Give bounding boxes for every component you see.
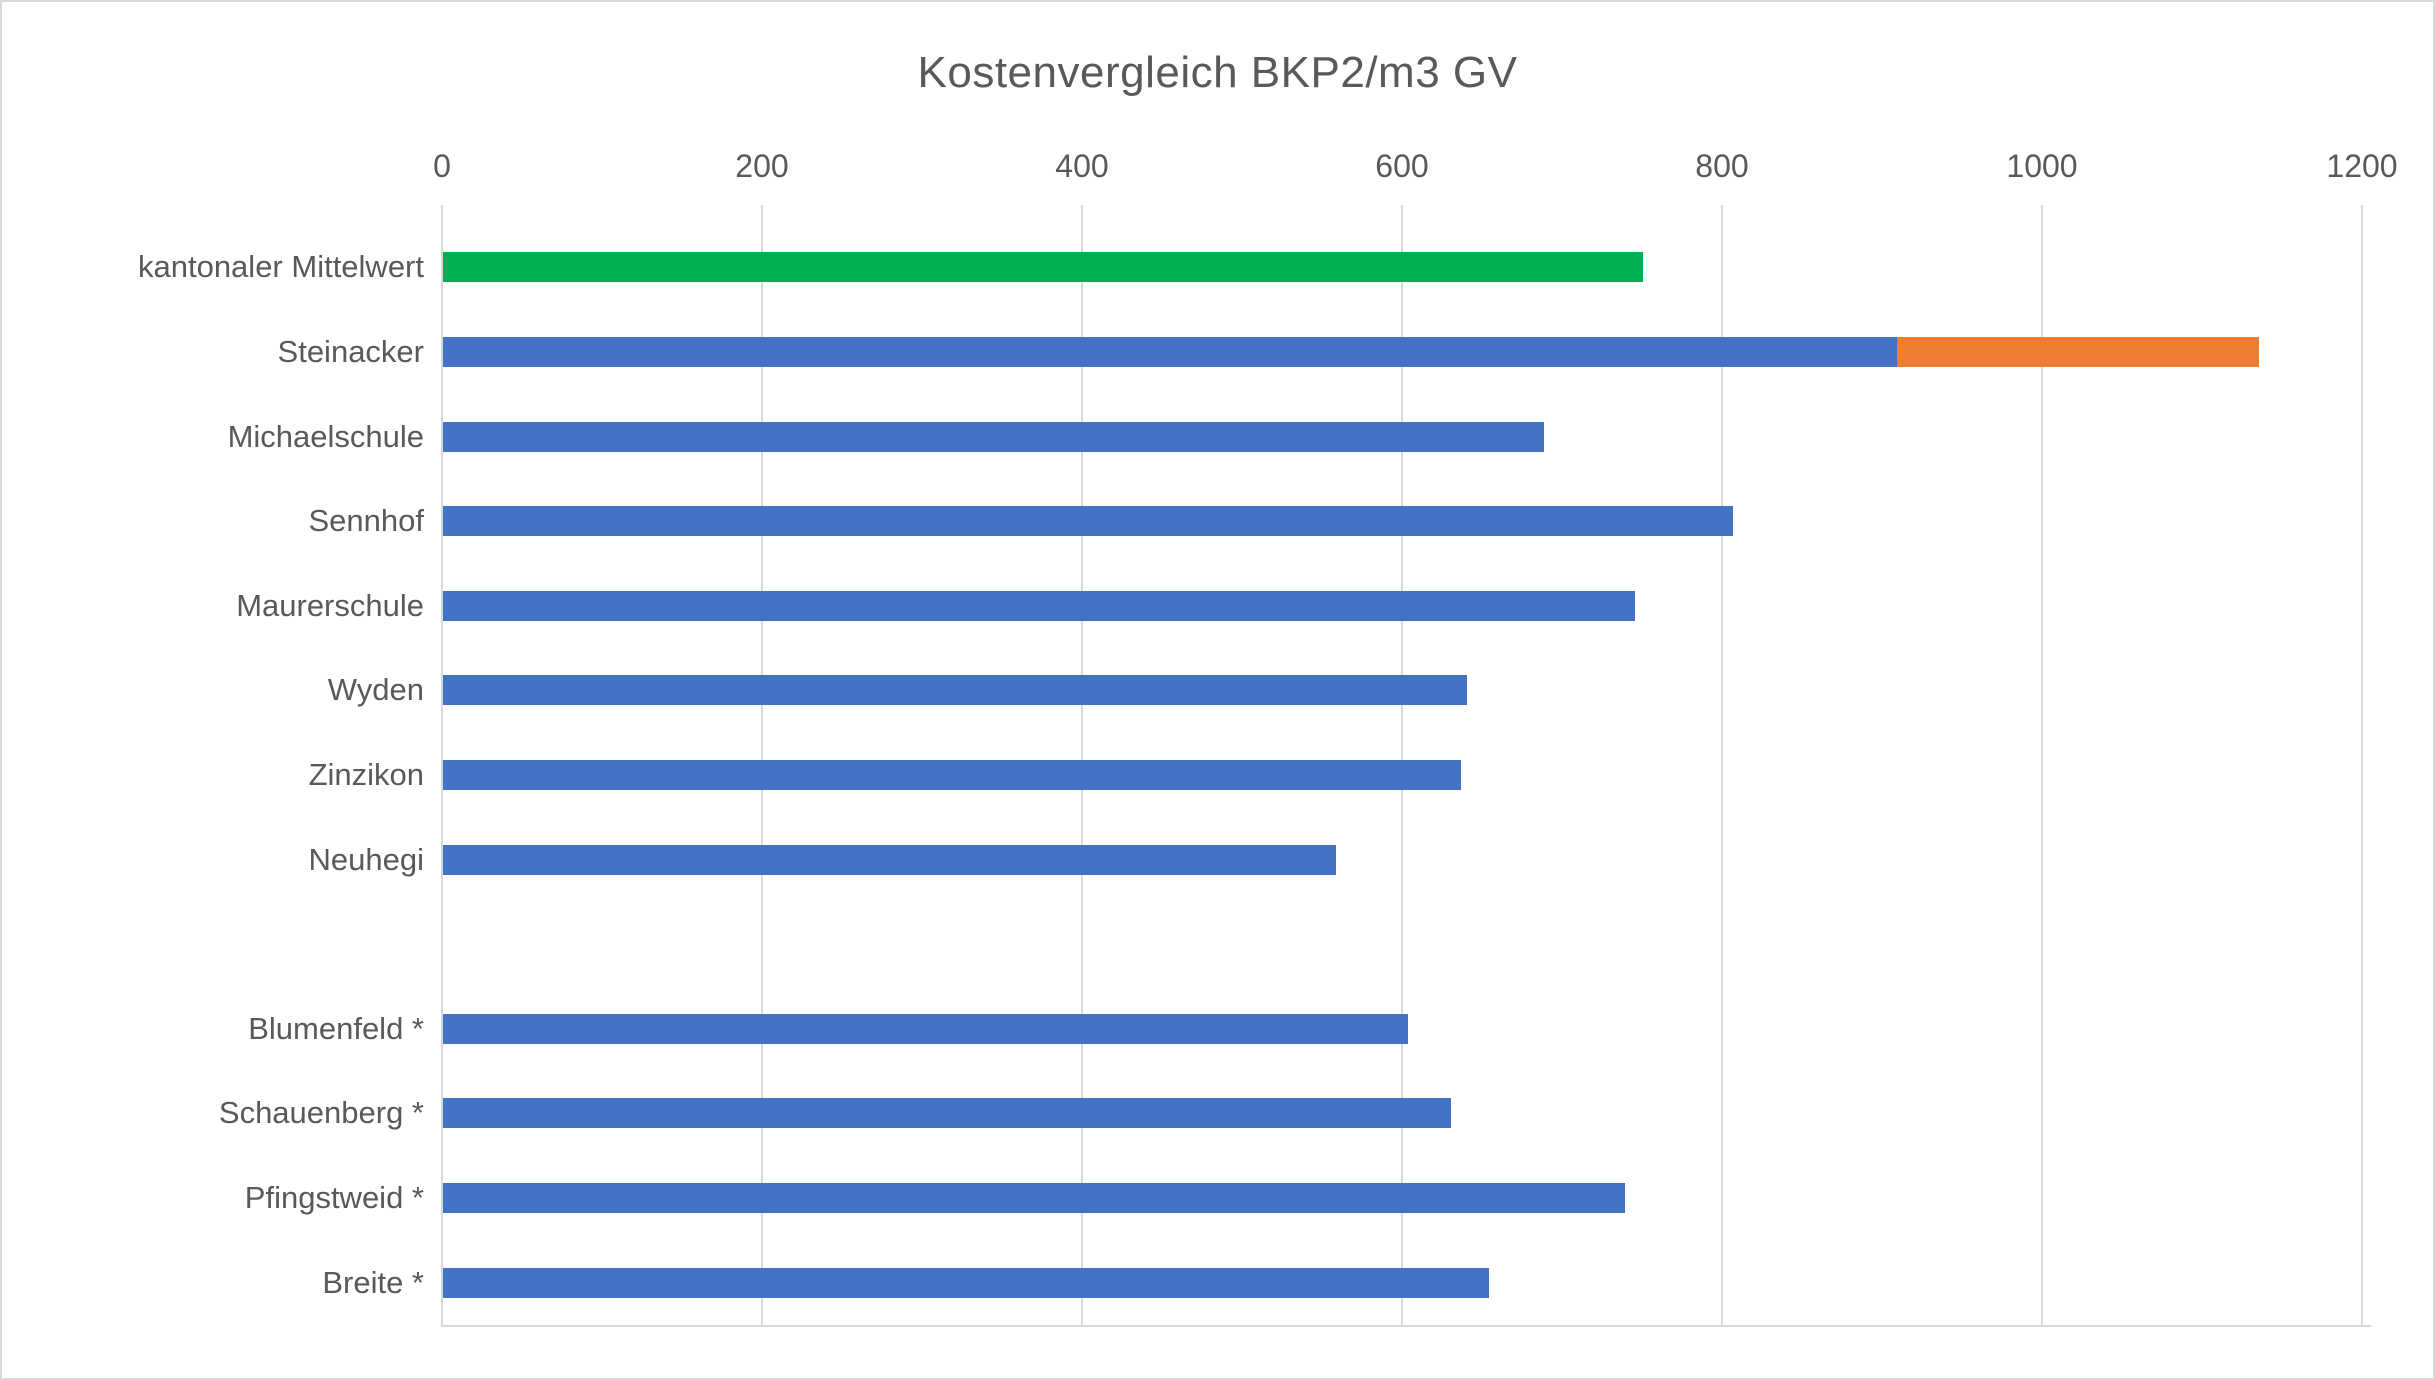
bar-segment: [443, 675, 1467, 706]
bar-segment: [443, 1267, 1490, 1298]
bar-segment: [443, 1013, 1408, 1044]
category-label: Maurerschule: [236, 587, 424, 623]
bar-segment: [443, 760, 1461, 790]
gridline: [2041, 205, 2043, 1325]
gridline: [441, 205, 443, 1325]
category-label: Sennhof: [308, 503, 425, 539]
bar-segment: [443, 1183, 1626, 1214]
bar-segment: [1897, 336, 2259, 367]
bar-segment: [443, 421, 1544, 452]
gridline: [1721, 205, 1723, 1325]
x-axis-tick-label: 800: [1695, 148, 1749, 184]
category-label: Zinzikon: [308, 757, 424, 792]
bar-segment: [443, 1098, 1451, 1129]
category-label: Blumenfeld *: [248, 1010, 424, 1046]
category-label: Michaelschule: [227, 418, 424, 454]
x-axis-baseline: [441, 1325, 2371, 1327]
x-axis-tick-label: 600: [1375, 148, 1429, 184]
gridline: [2361, 205, 2363, 1325]
bar-segment: [443, 844, 1336, 875]
x-axis-tick-label: 1200: [2326, 148, 2398, 184]
bar-segment: [443, 590, 1635, 621]
category-label: Steinacker: [277, 333, 424, 369]
category-label: Pfingstweid *: [244, 1180, 424, 1216]
category-label: Schauenberg *: [218, 1095, 424, 1131]
category-label: Neuhegi: [308, 841, 424, 877]
category-label: kantonaler Mittelwert: [137, 249, 424, 285]
x-axis-tick-label: 400: [1055, 148, 1109, 184]
chart-title: Kostenvergleich BKP2/m3 GV: [917, 48, 1518, 97]
category-label: Breite *: [322, 1264, 424, 1300]
bar-segment: [443, 336, 1898, 367]
bar-segment: [443, 252, 1643, 283]
x-axis-tick-label: 200: [735, 148, 789, 184]
category-label: Wyden: [327, 672, 424, 708]
x-axis-tick-label: 0: [433, 148, 451, 184]
bar-segment: [443, 506, 1733, 537]
x-axis-tick-label: 1000: [2006, 148, 2078, 184]
